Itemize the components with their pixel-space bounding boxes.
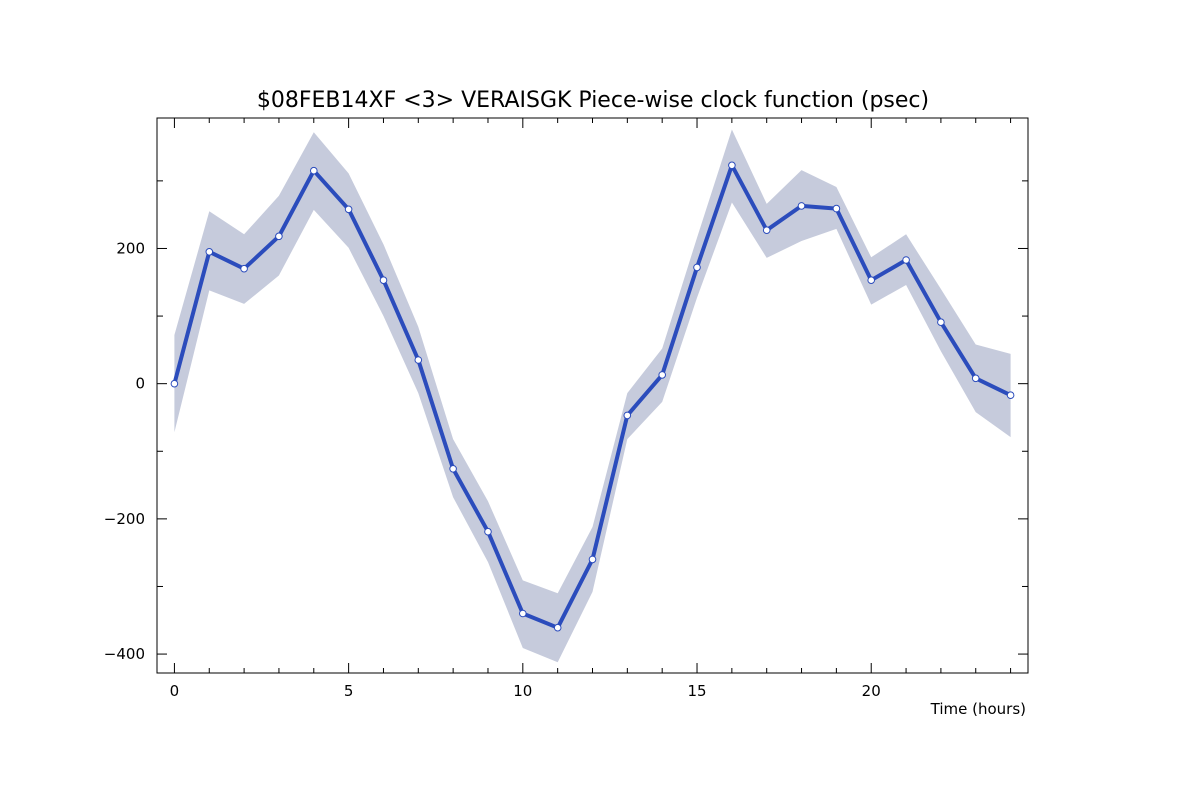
data-point — [797, 202, 806, 210]
data-point — [240, 264, 248, 273]
error-band — [174, 129, 1011, 663]
x-axis-label: Time (hours) — [930, 700, 1026, 718]
data-point — [414, 356, 423, 364]
data-point — [588, 555, 597, 564]
x-tick-label: 10 — [513, 682, 532, 700]
marker-layer — [170, 161, 1015, 632]
data-point — [484, 527, 492, 536]
data-point — [623, 411, 632, 420]
data-point — [693, 263, 701, 272]
data-point — [310, 166, 318, 175]
chart-title: $08FEB14XF <3> VERAISGK Piece-wise clock… — [257, 88, 929, 113]
x-tick-label: 15 — [687, 682, 706, 700]
data-point — [344, 205, 353, 214]
data-point — [170, 379, 179, 388]
ticks-layer: 0 5 10 15 20 −400 −200 0 200 — [104, 118, 1028, 700]
data-point — [937, 318, 945, 327]
data-point — [553, 623, 562, 632]
y-tick-label: 200 — [116, 239, 145, 257]
y-tick-label: −400 — [104, 645, 145, 663]
x-tick-label: 5 — [344, 682, 354, 700]
data-point — [519, 609, 527, 618]
x-tick-label: 0 — [170, 682, 180, 700]
data-point — [728, 161, 736, 170]
data-point — [205, 248, 214, 256]
data-point — [762, 226, 771, 234]
data-point — [449, 465, 457, 473]
data-point — [1006, 391, 1015, 400]
x-tick-label: 20 — [862, 682, 881, 700]
y-tick-label: −200 — [104, 510, 145, 528]
error-band-layer — [174, 129, 1011, 663]
data-point — [275, 232, 283, 241]
data-point — [971, 374, 980, 383]
data-point — [867, 276, 876, 285]
data-point — [658, 371, 667, 379]
data-point — [902, 256, 910, 264]
data-point — [379, 276, 388, 285]
data-point — [832, 204, 841, 213]
y-tick-label: 0 — [135, 375, 145, 393]
